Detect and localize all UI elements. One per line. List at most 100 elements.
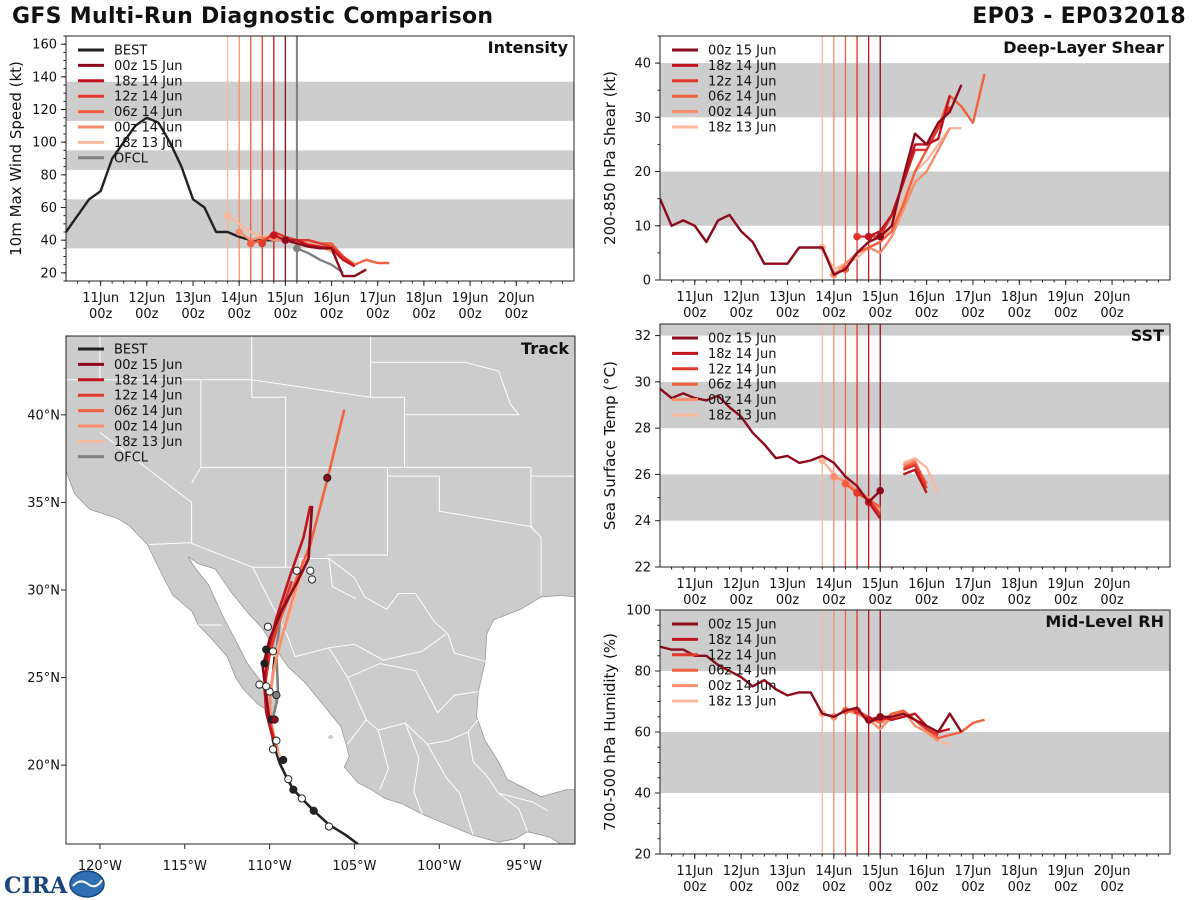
xtick-label-hour-intensity-2: 00z: [181, 307, 205, 322]
border-line-15: [498, 370, 520, 416]
xtick-label-hour-sst-5: 00z: [915, 593, 939, 608]
track-marker-4: [284, 775, 293, 784]
xtick-label-hour-rh-2: 00z: [776, 880, 800, 895]
xtick-label-date-intensity-9: 20Jun: [498, 291, 535, 306]
series-shear-00z-15-jun-5: [660, 84, 963, 276]
track-marker-9: [270, 715, 279, 724]
panel-rh: 2040608010011Jun00z12Jun00z13Jun00z14Jun…: [601, 604, 1171, 895]
xtick-label-date-sst-8: 19Jun: [1047, 577, 1084, 592]
series-sst-06z-14-jun-5: [902, 461, 928, 485]
xtick-label-date-sst-3: 14Jun: [815, 577, 852, 592]
xtick-label-hour-sst-0: 00z: [683, 593, 707, 608]
ytick-label-shear-40: 40: [634, 57, 651, 72]
xtick-label-date-sst-0: 11Jun: [676, 577, 713, 592]
legend-label-sst-18z-13-jun: 18z 13 Jun: [708, 409, 777, 424]
band-intensity-1: [66, 150, 574, 170]
xtick-label-date-rh-0: 11Jun: [676, 864, 713, 879]
track-00z-15-jun: [261, 505, 314, 722]
xtick-label-hour-intensity-1: 00z: [135, 307, 159, 322]
point-sst-06z-14-jun-4: [841, 479, 850, 488]
xtick-label-hour-intensity-5: 00z: [320, 307, 344, 322]
xtick-label-hour-rh-8: 00z: [1054, 880, 1078, 895]
xtick-label-hour-intensity-3: 00z: [227, 307, 251, 322]
xtick-label-date-shear-0: 11Jun: [676, 290, 713, 305]
track-marker-21: [323, 473, 332, 482]
point-intensity-18z-14-jun-6: [270, 231, 278, 240]
xtick-label-date-rh-6: 17Jun: [955, 864, 992, 879]
ytick-label-sst-24: 24: [634, 514, 651, 529]
xtick-label-hour-intensity-4: 00z: [274, 307, 298, 322]
legend-label-intensity-12z-14-jun: 12z 14 Jun: [114, 90, 183, 105]
xtick-label-hour-sst-2: 00z: [776, 593, 800, 608]
ytick-label-shear-20: 20: [634, 165, 651, 180]
xtick-label-track-0: 120°W: [78, 859, 122, 874]
border-line-0: [149, 542, 487, 663]
point-sst-18z-13-jun-0: [818, 456, 827, 465]
border-line-7: [200, 466, 287, 568]
xtick-label-date-shear-4: 15Jun: [862, 290, 899, 305]
series-intensity-12z-14-jun-5: [261, 230, 356, 268]
point-intensity-12z-14-jun-5: [258, 239, 267, 248]
xtick-label-date-intensity-1: 12Jun: [128, 291, 165, 306]
legend-label-track-06z-14-jun: 06z 14 Jun: [114, 404, 183, 419]
xtick-label-hour-sst-3: 00z: [822, 593, 846, 608]
legend-label-rh-06z-14-jun: 06z 14 Jun: [708, 664, 777, 679]
xtick-label-hour-intensity-0: 00z: [89, 307, 113, 322]
xtick-label-hour-shear-7: 00z: [1008, 306, 1032, 321]
series-group-shear: [660, 73, 986, 279]
series-sst-18z-14-jun-9: [902, 468, 928, 494]
ytick-label-shear-10: 10: [634, 219, 651, 234]
legend-label-sst-18z-14-jun: 18z 14 Jun: [708, 347, 777, 362]
track-marker-7: [272, 736, 281, 745]
series-sst-18z-13-jun-1: [902, 457, 940, 494]
xtick-label-hour-shear-0: 00z: [683, 306, 707, 321]
band-sst-0: [660, 474, 1170, 521]
xtick-label-date-shear-6: 17Jun: [955, 290, 992, 305]
panel-sst: 22242628303211Jun00z12Jun00z13Jun00z14Ju…: [601, 323, 1171, 608]
xtick-label-date-shear-1: 12Jun: [723, 290, 760, 305]
border-line-27: [467, 731, 528, 832]
ytick-label-sst-30: 30: [634, 375, 651, 390]
series-shear-06z-14-jun-2: [844, 73, 986, 270]
ytick-label-track-3: 35°N: [27, 496, 60, 511]
border-line-22: [347, 663, 416, 679]
legend-label-intensity-18z-14-jun: 18z 14 Jun: [114, 74, 183, 89]
ylabel-rh: 700-500 hPa Humidity (%): [601, 633, 619, 831]
border-line-26: [426, 743, 474, 836]
xtick-label-date-shear-3: 14Jun: [815, 290, 852, 305]
legend-label-track-12z-14-jun: 12z 14 Jun: [114, 389, 183, 404]
point-shear-18z-14-jun-4: [864, 232, 873, 241]
legend-label-sst-00z-15-jun: 00z 15 Jun: [708, 332, 777, 347]
border-line-18: [294, 633, 447, 661]
series-intensity-00z-15-jun-7: [285, 239, 367, 278]
panel-title-intensity: Intensity: [488, 38, 569, 57]
xtick-label-hour-rh-1: 00z: [729, 880, 753, 895]
xtick-label-date-shear-7: 18Jun: [1001, 290, 1038, 305]
track-marker-12: [262, 682, 271, 691]
legend-label-intensity-00z-14-jun: 00z 14 Jun: [114, 121, 183, 136]
border-line-12: [370, 361, 499, 372]
legend-label-sst-00z-14-jun: 00z 14 Jun: [708, 393, 777, 408]
xtick-label-date-shear-5: 16Jun: [908, 290, 945, 305]
xtick-label-date-sst-2: 13Jun: [769, 577, 806, 592]
track-marker-17: [263, 622, 273, 631]
legend-label-track-00z-15-jun: 00z 15 Jun: [114, 358, 183, 373]
track-ofcl: [271, 607, 283, 719]
point-intensity-06z-14-jun-4: [246, 239, 255, 248]
xtick-label-hour-rh-9: 00z: [1100, 880, 1124, 895]
track-marker-15: [262, 645, 271, 654]
xtick-label-hour-shear-8: 00z: [1054, 306, 1078, 321]
xtick-label-hour-shear-5: 00z: [915, 306, 939, 321]
logo-text: CIRA: [4, 873, 68, 899]
xtick-label-track-2: 110°W: [248, 859, 292, 874]
xtick-label-hour-intensity-7: 00z: [412, 307, 436, 322]
legend-label-shear-18z-13-jun: 18z 13 Jun: [708, 121, 777, 136]
xtick-label-track-4: 100°W: [417, 859, 461, 874]
ytick-label-sst-32: 32: [634, 329, 651, 344]
legend-label-rh-00z-15-jun: 00z 15 Jun: [708, 618, 777, 633]
track-marker-16: [268, 647, 278, 656]
legend-label-intensity-00z-15-jun: 00z 15 Jun: [114, 59, 183, 74]
legend-label-track-18z-14-jun: 18z 14 Jun: [114, 373, 183, 388]
legend-label-shear-12z-14-jun: 12z 14 Jun: [708, 74, 777, 89]
